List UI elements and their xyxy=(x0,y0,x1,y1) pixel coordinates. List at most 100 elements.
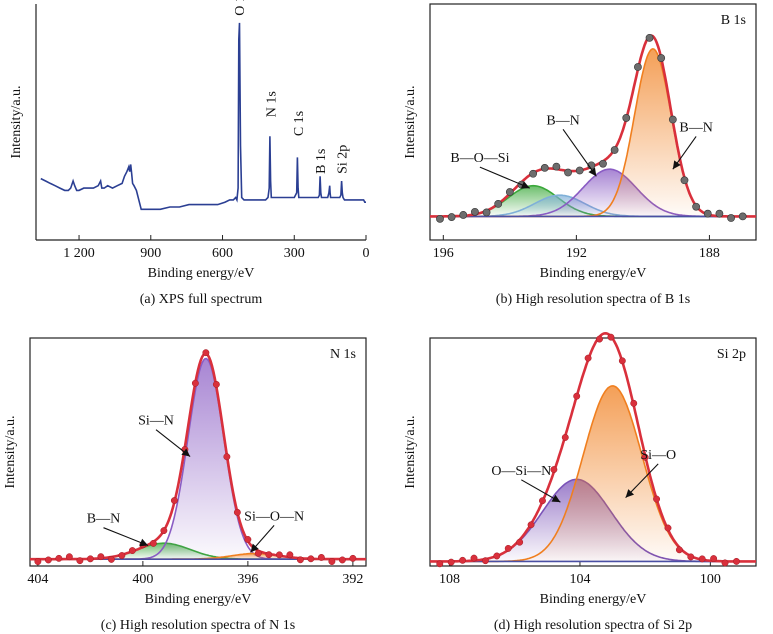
plot-frame xyxy=(429,337,757,567)
survey-spectrum-line xyxy=(40,22,366,211)
data-point xyxy=(610,146,619,154)
panel-caption: (d) High resolution spectra of Si 2p xyxy=(494,618,692,633)
component-1-area xyxy=(30,358,366,560)
peak-label: B 1s xyxy=(314,149,329,174)
panel-title: B 1s xyxy=(721,13,746,28)
data-point xyxy=(447,558,455,566)
component-0-area xyxy=(430,185,756,217)
annotation-arrowhead xyxy=(520,181,530,189)
data-point xyxy=(471,207,479,216)
data-point xyxy=(160,527,168,535)
data-point xyxy=(275,551,283,559)
data-point xyxy=(338,556,346,564)
x-tick-label: 108 xyxy=(439,572,460,587)
data-point xyxy=(692,202,701,211)
data-point xyxy=(349,554,357,562)
x-tick-label: 900 xyxy=(140,246,161,261)
annotation-arrow xyxy=(103,527,149,546)
data-point xyxy=(317,553,325,561)
x-tick-label: 300 xyxy=(284,246,305,261)
data-point xyxy=(721,559,729,567)
component-1-area xyxy=(430,385,756,562)
data-point xyxy=(622,114,631,122)
annotation-label: B—O—Si xyxy=(450,151,509,166)
x-tick-label: 1 200 xyxy=(63,246,95,261)
data-point xyxy=(698,555,706,563)
x-tick-label: 188 xyxy=(699,246,720,261)
data-point xyxy=(715,209,724,218)
data-point xyxy=(86,555,94,563)
x-tick-label: 0 xyxy=(363,246,370,261)
y-axis-label: Intensity/a.u. xyxy=(403,415,418,488)
data-point xyxy=(34,558,42,566)
annotation-arrowhead xyxy=(551,494,561,503)
annotation-label: B—N xyxy=(546,113,579,128)
data-point xyxy=(552,162,561,171)
data-point xyxy=(494,199,503,208)
data-point xyxy=(618,357,626,365)
data-point xyxy=(516,538,524,546)
data-point xyxy=(76,557,84,565)
data-point xyxy=(447,213,456,221)
data-point xyxy=(202,349,210,357)
data-point xyxy=(149,539,157,547)
y-axis-label: Intensity/a.u. xyxy=(3,415,18,488)
annotation-arrowhead xyxy=(672,160,681,170)
plot-frame xyxy=(29,337,367,567)
peak-label: N 1s xyxy=(265,91,280,117)
annotation-arrowhead xyxy=(181,448,191,457)
data-point xyxy=(459,556,467,564)
x-tick-label: 400 xyxy=(132,572,153,587)
data-point xyxy=(328,558,336,565)
annotation-arrow xyxy=(562,129,597,177)
data-point xyxy=(296,556,304,564)
annotation-label: B—N xyxy=(679,120,712,135)
panel-c: 404 400 396 392 Binding energy/eV Intensity/a… xyxy=(3,337,367,633)
data-point xyxy=(233,508,241,516)
data-point xyxy=(687,553,695,561)
plot-frame xyxy=(429,3,757,241)
data-point xyxy=(561,433,569,441)
data-point xyxy=(286,551,294,559)
data-point xyxy=(482,208,491,217)
data-point xyxy=(191,379,199,387)
x-tick-label: 104 xyxy=(569,572,590,587)
y-axis-label: Intensity/a.u. xyxy=(9,85,24,158)
data-point xyxy=(244,536,252,543)
data-point xyxy=(657,54,666,62)
annotation-label: Si—O—N xyxy=(244,509,304,524)
data-point xyxy=(118,552,126,559)
annotation-arrowhead xyxy=(588,167,597,177)
data-point xyxy=(727,214,735,222)
peak-label: O 1s xyxy=(233,0,248,16)
data-point xyxy=(505,188,514,196)
data-point xyxy=(584,354,592,362)
data-point xyxy=(436,214,444,223)
x-tick-label: 196 xyxy=(433,246,454,261)
data-point xyxy=(436,560,444,568)
data-point xyxy=(680,176,689,185)
data-point xyxy=(675,546,683,554)
data-point xyxy=(470,554,478,562)
annotation-label: O—Si—N xyxy=(491,464,551,479)
data-point xyxy=(481,557,489,565)
annotation-arrow xyxy=(479,166,531,189)
data-point xyxy=(44,556,52,564)
data-point xyxy=(527,521,535,529)
data-point xyxy=(575,166,584,175)
annotation-arrowhead xyxy=(625,489,635,498)
x-tick-label: 100 xyxy=(700,572,721,587)
component-3-area xyxy=(430,48,756,217)
component-2-area xyxy=(30,553,366,560)
panel-caption: (b) High resolution spectra of B 1s xyxy=(496,292,690,307)
x-tick-label: 600 xyxy=(212,246,233,261)
panel-caption: (a) XPS full spectrum xyxy=(140,292,263,307)
data-point xyxy=(55,554,63,562)
x-tick-label: 392 xyxy=(342,572,363,587)
x-axis-label: Binding energy/eV xyxy=(145,592,252,607)
panel-title: Si 2p xyxy=(717,347,746,362)
data-point xyxy=(641,453,649,461)
data-point xyxy=(668,115,677,124)
data-point xyxy=(539,497,546,505)
